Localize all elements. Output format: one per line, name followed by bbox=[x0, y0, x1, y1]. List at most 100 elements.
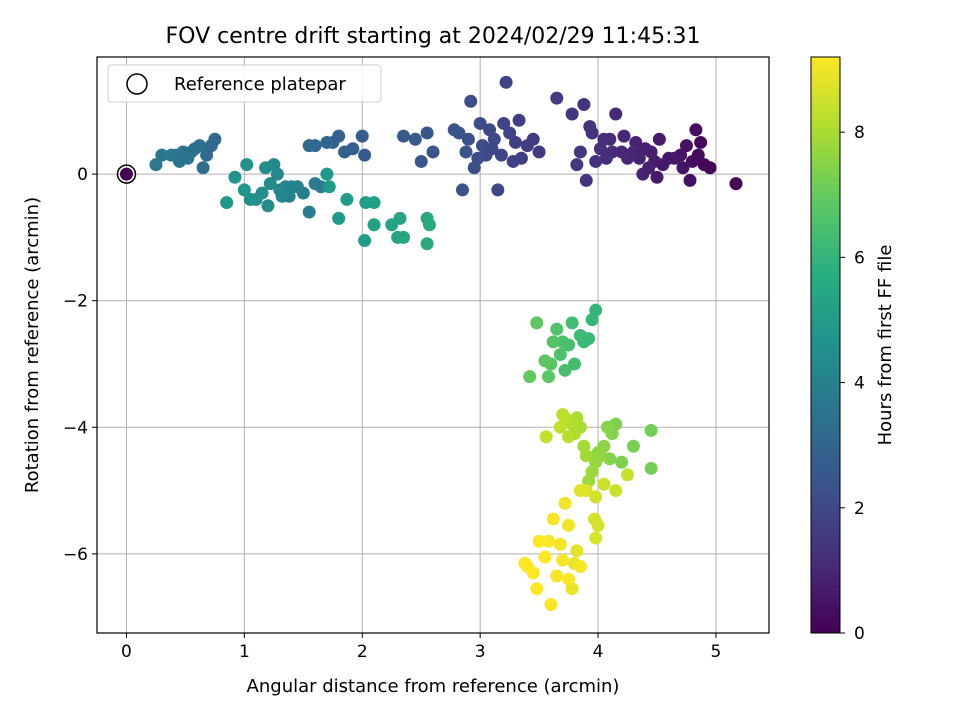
data-point bbox=[426, 145, 440, 159]
y-tick-label: −6 bbox=[63, 545, 88, 565]
x-axis-label: Angular distance from reference (arcmin) bbox=[247, 676, 620, 697]
data-point bbox=[483, 123, 497, 137]
data-point bbox=[644, 461, 658, 475]
y-tick-label: −4 bbox=[63, 418, 88, 438]
data-point bbox=[558, 496, 572, 510]
x-tick-label: 5 bbox=[711, 642, 722, 662]
data-point bbox=[570, 158, 584, 172]
data-point bbox=[573, 560, 587, 574]
colorbar-gradient bbox=[810, 56, 841, 634]
data-point bbox=[553, 347, 567, 361]
data-point bbox=[196, 161, 210, 175]
data-point bbox=[322, 180, 336, 194]
data-point bbox=[553, 537, 567, 551]
data-point bbox=[473, 116, 487, 130]
data-point bbox=[573, 484, 587, 498]
data-point bbox=[499, 75, 513, 89]
data-point bbox=[530, 582, 544, 596]
data-point bbox=[565, 107, 579, 121]
data-point bbox=[220, 196, 234, 210]
y-axis-ticks: −6 −4 −2 0 bbox=[63, 165, 97, 565]
x-tick-label: 3 bbox=[475, 642, 486, 662]
data-point bbox=[530, 316, 544, 330]
data-point bbox=[503, 126, 517, 140]
data-point bbox=[567, 357, 581, 371]
data-point bbox=[562, 518, 576, 532]
data-point bbox=[509, 135, 523, 149]
data-point bbox=[302, 139, 316, 153]
y-tick-label: −2 bbox=[63, 292, 88, 312]
data-point bbox=[358, 148, 372, 162]
data-point bbox=[589, 490, 603, 504]
x-axis-ticks: 0 1 2 3 4 5 bbox=[121, 633, 721, 662]
data-point bbox=[546, 512, 560, 526]
data-point bbox=[261, 199, 275, 213]
data-point bbox=[553, 420, 567, 434]
data-point bbox=[459, 145, 473, 159]
data-point bbox=[367, 196, 381, 210]
data-point bbox=[523, 370, 537, 384]
data-point bbox=[558, 363, 572, 377]
data-point bbox=[591, 518, 605, 532]
data-point bbox=[338, 145, 352, 159]
colorbar-tick-label: 0 bbox=[854, 624, 865, 644]
data-point bbox=[228, 170, 242, 184]
data-point bbox=[577, 439, 591, 453]
data-point bbox=[585, 313, 599, 327]
data-point bbox=[544, 598, 558, 612]
data-point bbox=[562, 430, 576, 444]
data-point bbox=[609, 484, 623, 498]
data-point bbox=[494, 148, 508, 162]
data-point bbox=[397, 129, 411, 143]
x-tick-label: 0 bbox=[121, 642, 132, 662]
data-point bbox=[538, 354, 552, 368]
data-point bbox=[638, 142, 652, 156]
data-point bbox=[550, 322, 564, 336]
data-point bbox=[200, 148, 214, 162]
data-point bbox=[420, 126, 434, 140]
colorbar: 0 2 4 6 8 Hours from first FF file bbox=[810, 56, 896, 644]
data-point bbox=[532, 534, 546, 548]
data-point bbox=[461, 132, 475, 146]
data-point bbox=[155, 148, 169, 162]
data-point bbox=[636, 167, 650, 181]
data-point bbox=[652, 132, 666, 146]
data-point bbox=[538, 550, 552, 564]
data-point bbox=[308, 177, 322, 191]
plot-frame bbox=[96, 56, 770, 634]
data-point bbox=[556, 335, 570, 349]
data-point bbox=[240, 158, 254, 172]
data-point bbox=[340, 192, 354, 206]
data-point bbox=[259, 161, 273, 175]
data-point bbox=[491, 183, 505, 197]
legend: Reference platepar bbox=[107, 64, 382, 103]
data-point bbox=[149, 158, 163, 172]
colorbar-tick-label: 6 bbox=[854, 248, 865, 268]
data-point bbox=[539, 430, 553, 444]
x-tick-label: 1 bbox=[239, 642, 250, 662]
data-point bbox=[573, 145, 587, 159]
data-point bbox=[550, 569, 564, 583]
data-point bbox=[599, 151, 613, 165]
data-point bbox=[597, 477, 611, 491]
legend-label: Reference platepar bbox=[174, 74, 346, 95]
data-point bbox=[237, 183, 251, 197]
data-point bbox=[302, 205, 316, 219]
data-point bbox=[600, 420, 614, 434]
data-point bbox=[650, 170, 664, 184]
legend-marker-open-circle bbox=[126, 73, 148, 95]
colorbar-label: Hours from first FF file bbox=[875, 245, 896, 446]
data-point bbox=[679, 139, 693, 153]
data-point bbox=[579, 173, 593, 187]
data-point bbox=[393, 211, 407, 225]
data-point bbox=[617, 129, 631, 143]
data-point bbox=[320, 135, 334, 149]
y-tick-label: 0 bbox=[77, 165, 88, 185]
data-point bbox=[455, 183, 469, 197]
data-point bbox=[408, 132, 422, 146]
x-tick-label: 2 bbox=[357, 642, 368, 662]
data-point bbox=[542, 534, 556, 548]
data-point bbox=[263, 177, 277, 191]
data-point bbox=[589, 531, 603, 545]
